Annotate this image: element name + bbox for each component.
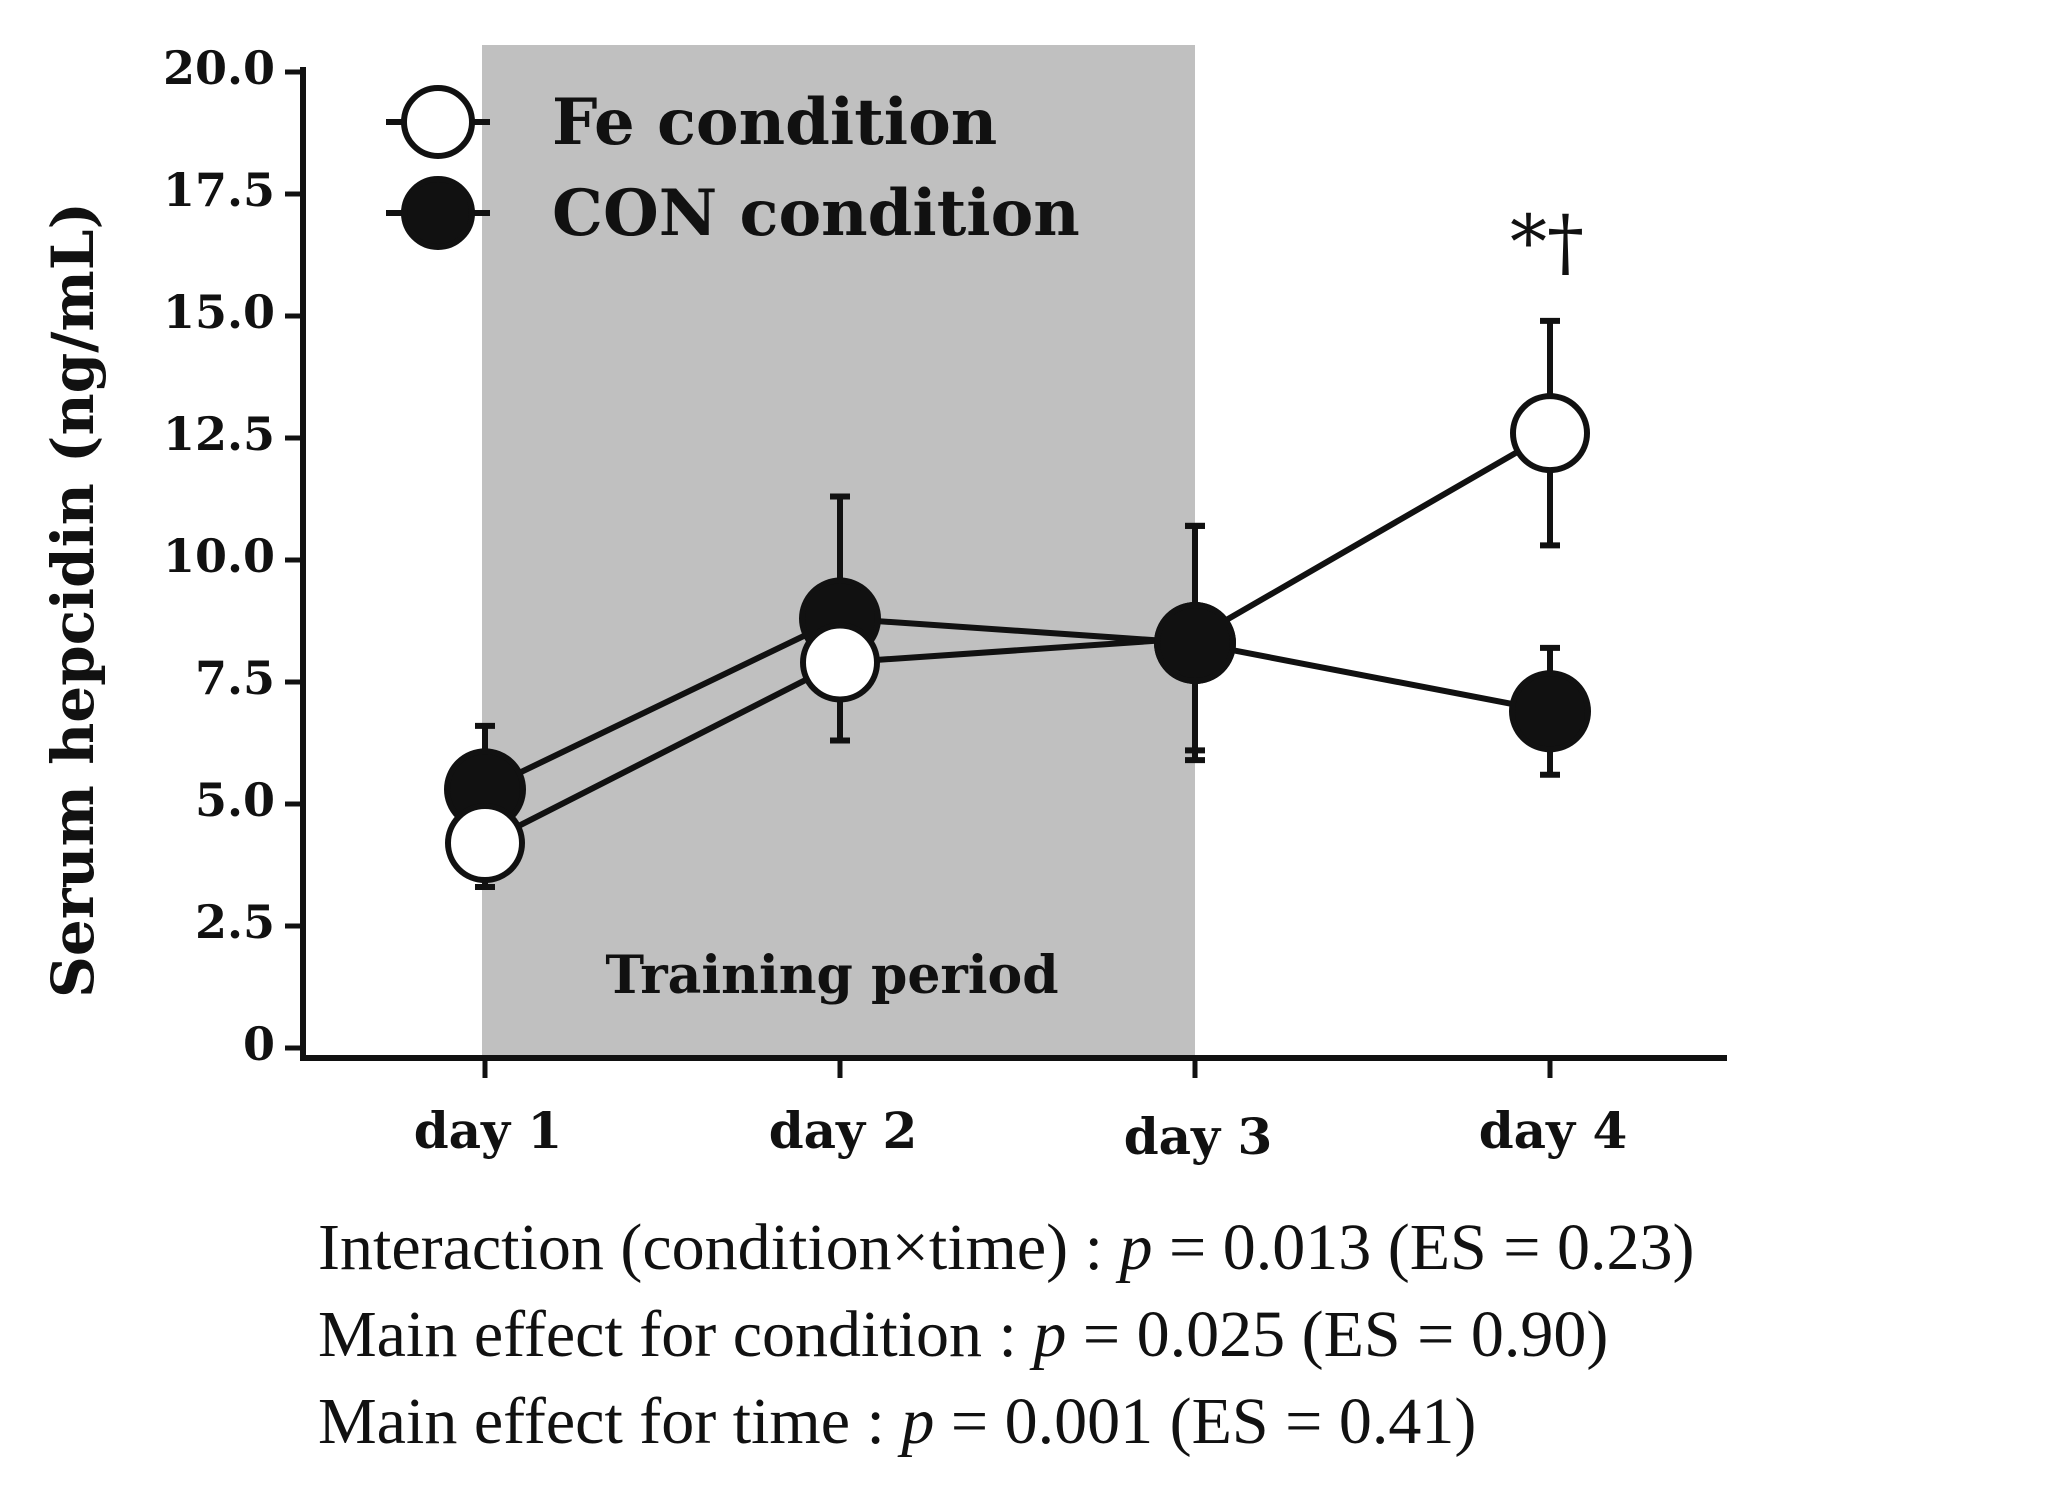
stats-time: Main effect for time : p = 0.001 (ES = 0… — [318, 1389, 1476, 1455]
fe-point — [1510, 393, 1590, 474]
stats-condition-prefix: Main effect for condition : — [318, 1298, 1034, 1371]
y-tick-label: 0 — [243, 1017, 275, 1071]
y-tick-label: 2.5 — [195, 895, 275, 949]
stats-time-prefix: Main effect for time : — [318, 1385, 902, 1458]
times-symbol: × — [891, 1211, 929, 1284]
stats-interaction-prefix: Interaction (condition — [318, 1211, 892, 1284]
y-tick-label: 5.0 — [195, 773, 275, 827]
fe-point — [800, 622, 880, 703]
legend: Fe condition CON condition — [386, 85, 1080, 251]
legend-label: CON condition — [552, 176, 1080, 251]
x-tick-label: day 4 — [1479, 1101, 1628, 1160]
p-symbol: p — [1119, 1211, 1153, 1284]
legend-filled-circle-icon — [401, 176, 475, 250]
series-line — [483, 430, 1552, 846]
fe-point — [445, 803, 525, 884]
x-tick-label: day 2 — [769, 1101, 918, 1160]
data-marks — [444, 317, 1591, 890]
y-axis-label: Serum hepcidin (ng/mL) — [39, 202, 107, 998]
legend-open-circle-icon — [401, 85, 475, 159]
p-symbol: p — [1033, 1298, 1067, 1371]
series-line — [483, 615, 1551, 793]
y-tick-label: 15.0 — [163, 285, 275, 339]
stats-condition: Main effect for condition : p = 0.025 (E… — [318, 1302, 1608, 1368]
significance-annotation: *† — [1510, 200, 1584, 286]
y-tick-label: 20.0 — [163, 41, 275, 95]
y-tick-label: 17.5 — [163, 163, 275, 217]
y-tick-label: 12.5 — [163, 407, 275, 461]
con-point — [1509, 670, 1591, 753]
y-tick-label: 7.5 — [195, 651, 275, 705]
stats-time-value: = 0.001 (ES = 0.41) — [934, 1385, 1477, 1458]
training-period-label: Training period — [605, 945, 1058, 1006]
con-point — [1154, 601, 1236, 684]
y-tick-label: 10.0 — [163, 529, 275, 583]
x-tick-label: day 1 — [414, 1101, 563, 1160]
stats-interaction-value: = 0.013 (ES = 0.23) — [1152, 1211, 1695, 1284]
stats-interaction-suffix: time) : — [928, 1211, 1120, 1284]
axes: 0 2.5 5.0 7.5 10.0 12.5 15.0 17.5 20.0 Serum hepc… — [39, 41, 1727, 1166]
p-symbol: p — [901, 1385, 935, 1458]
legend-label: Fe condition — [552, 85, 997, 160]
stats-interaction: Interaction (condition×time) : p = 0.013… — [318, 1215, 1694, 1281]
stats-condition-value: = 0.025 (ES = 0.90) — [1066, 1298, 1609, 1371]
x-tick-label: day 3 — [1124, 1107, 1273, 1166]
